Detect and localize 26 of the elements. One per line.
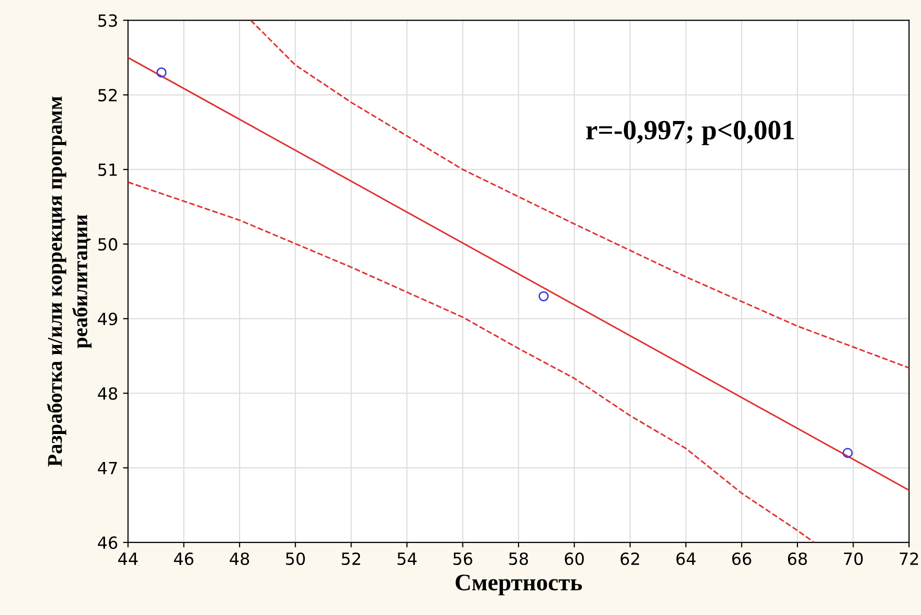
x-axis-title: Смертность bbox=[456, 574, 582, 596]
x-tick-label: 60 bbox=[564, 552, 584, 566]
x-tick-label: 58 bbox=[509, 552, 528, 566]
x-tick-label: 68 bbox=[788, 552, 807, 566]
x-tick-label: 70 bbox=[844, 552, 863, 566]
y-tick-label: 46 bbox=[98, 536, 118, 549]
y-axis-title: Разработка и/или коррекция программ реабилитации bbox=[46, 96, 92, 466]
y-tick-label: 51 bbox=[98, 164, 117, 176]
x-tick-label: 48 bbox=[230, 552, 250, 566]
x-tick-label: 54 bbox=[398, 552, 417, 566]
y-tick-label: 52 bbox=[98, 88, 117, 102]
y-tick-label: 48 bbox=[98, 387, 118, 400]
x-tick-label: 66 bbox=[732, 552, 752, 566]
y-tick-label: 49 bbox=[98, 312, 118, 326]
x-tick-label: 62 bbox=[620, 552, 640, 566]
y-tick-label: 47 bbox=[98, 462, 117, 474]
x-tick-label: 46 bbox=[174, 552, 194, 566]
y-tick-label: 50 bbox=[98, 238, 118, 251]
x-tick-label: 52 bbox=[342, 552, 360, 566]
annotation: r=-0,997; p<0,001 bbox=[586, 120, 794, 146]
y-tick-label: 53 bbox=[98, 14, 117, 27]
x-tick-label: 50 bbox=[286, 552, 305, 566]
x-tick-label: 44 bbox=[118, 552, 138, 565]
x-tick-label: 64 bbox=[676, 552, 696, 566]
x-tick-label: 56 bbox=[453, 552, 472, 566]
x-tick-label: 72 bbox=[900, 552, 918, 565]
